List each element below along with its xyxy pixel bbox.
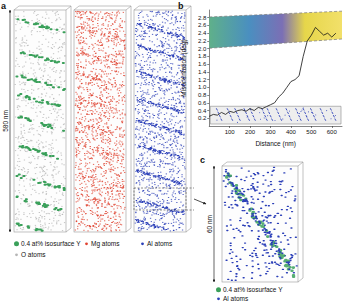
svg-text:1.8: 1.8 [198,53,207,59]
svg-text:1.0: 1.0 [198,84,207,90]
svg-text:580 nm: 580 nm [2,110,9,132]
svg-text:2.4: 2.4 [198,30,207,36]
svg-text:100: 100 [225,129,236,135]
svg-text:b: b [178,1,184,11]
svg-text:1.2: 1.2 [198,77,207,83]
svg-text:60 nm: 60 nm [206,215,213,233]
svg-text:0.8: 0.8 [198,92,207,98]
svg-text:2.6: 2.6 [198,22,207,28]
svg-text:0.6: 0.6 [198,100,207,106]
svg-text:400: 400 [286,129,297,135]
svg-text:c: c [200,155,205,165]
svg-text:0.4: 0.4 [198,108,207,114]
svg-text:0.4 at% isosurface Y: 0.4 at% isosurface Y [21,240,81,247]
svg-text:0.4 at% isosurface Y: 0.4 at% isosurface Y [223,286,283,293]
svg-text:Distance (nm): Distance (nm) [255,140,295,148]
svg-text:600: 600 [327,129,338,135]
svg-text:a: a [1,1,7,11]
svg-text:2.2: 2.2 [198,38,207,44]
svg-text:500: 500 [306,129,317,135]
svg-text:Al atoms: Al atoms [223,295,249,302]
svg-text:1.6: 1.6 [198,61,207,67]
svg-text:1.4: 1.4 [198,69,207,75]
svg-text:300: 300 [266,129,277,135]
svg-text:Misorientation (deg): Misorientation (deg) [180,39,188,96]
svg-text:2.8: 2.8 [198,15,207,21]
svg-text:Al atoms: Al atoms [147,240,173,247]
svg-text:0.2: 0.2 [198,115,207,121]
svg-text:2.0: 2.0 [198,46,207,52]
svg-text:200: 200 [245,129,256,135]
svg-text:Mg atoms: Mg atoms [91,240,120,248]
svg-text:O atoms: O atoms [21,251,46,258]
